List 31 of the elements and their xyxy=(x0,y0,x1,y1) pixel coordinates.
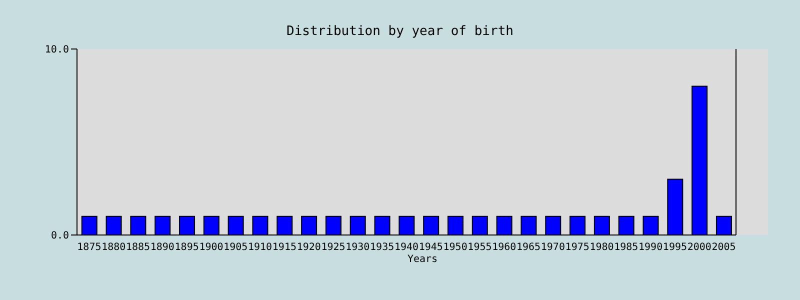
x-tick-label: 1910 xyxy=(248,242,272,254)
x-tick-label: 1975 xyxy=(565,242,590,254)
x-tick-label: 1925 xyxy=(321,242,346,254)
x-tick-label: 1880 xyxy=(102,242,126,254)
x-tick-label: 1900 xyxy=(199,242,224,254)
x-tick-label: 1945 xyxy=(418,242,443,254)
x-tick-label: 1965 xyxy=(516,242,541,254)
x-tick-label: 1875 xyxy=(77,242,102,254)
x-tick-label: 1990 xyxy=(638,242,663,254)
x-tick-label: 1955 xyxy=(468,242,492,254)
x-tick-label: 2000 xyxy=(687,242,712,254)
x-tick-label: 1885 xyxy=(126,242,150,254)
x-axis-title: Years xyxy=(406,254,439,265)
x-tick-label: 1935 xyxy=(370,242,394,254)
y-tick-label: 0.0 xyxy=(50,230,69,242)
x-tick-label: 1980 xyxy=(590,242,614,254)
x-tick-label: 1995 xyxy=(662,242,688,254)
x-tick-label: 1960 xyxy=(492,242,516,254)
x-tick-label: 1890 xyxy=(150,242,174,254)
x-tick-label: 1985 xyxy=(614,242,638,254)
x-tick-label: 1940 xyxy=(394,242,419,254)
x-tick-label: 1950 xyxy=(443,242,468,254)
y-tick-label: 10.0 xyxy=(44,44,69,56)
x-tick-label: 2005 xyxy=(712,242,736,254)
x-tick-label: 1920 xyxy=(296,242,321,254)
x-tick-label: 1915 xyxy=(272,242,297,254)
x-tick-label: 1895 xyxy=(174,242,199,254)
x-tick-label: 1905 xyxy=(224,242,248,254)
x-tick-label: 1970 xyxy=(540,242,565,254)
chart-title: Distribution by year of birth xyxy=(286,24,514,39)
x-tick-label: 1930 xyxy=(346,242,370,254)
